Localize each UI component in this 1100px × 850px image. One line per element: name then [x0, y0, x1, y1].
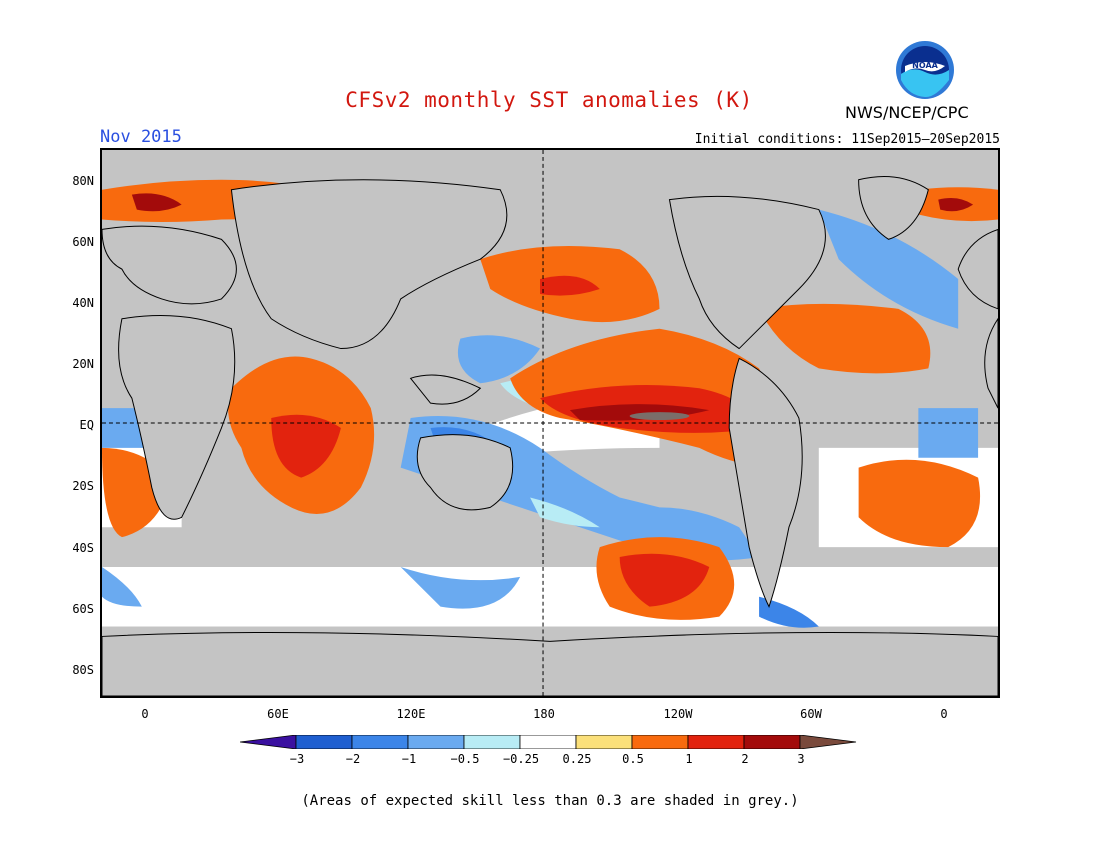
colorbar-box-1 — [295, 735, 353, 749]
lat-label-80s: 80S — [72, 663, 94, 677]
lon-label-120w: 120W — [663, 707, 693, 721]
colorbar-label-3: 3 — [797, 752, 805, 766]
colorbar-arrow-high — [799, 735, 857, 749]
lon-label-180: 180 — [533, 707, 555, 721]
lon-label-120e: 120E — [396, 707, 426, 721]
colorbar-label-m025: −0.25 — [502, 752, 540, 766]
lat-label-20n: 20N — [72, 357, 94, 371]
colorbar-label-m3: −3 — [289, 752, 305, 766]
lat-label-40s: 40S — [72, 541, 94, 555]
lat-label-60s: 60S — [72, 602, 94, 616]
colorbar-label-m2: −2 — [345, 752, 361, 766]
colorbar-box-4 — [463, 735, 521, 749]
colorbar-label-m1: −1 — [401, 752, 417, 766]
chart-title: CFSv2 monthly SST anomalies (K) — [345, 88, 753, 112]
colorbar-label-025: 0.25 — [562, 752, 592, 766]
lon-label-0-right: 0 — [940, 707, 948, 721]
colorbar-box-6 — [575, 735, 633, 749]
noaa-logo: NOAA — [896, 41, 954, 99]
lat-label-eq: EQ — [79, 418, 94, 432]
colorbar-label-m05: −0.5 — [450, 752, 480, 766]
colorbar-label-1: 1 — [685, 752, 693, 766]
initial-conditions: Initial conditions: 11Sep2015–20Sep2015 — [694, 132, 1000, 147]
colorbar-box-7 — [631, 735, 689, 749]
lon-label-0-left: 0 — [141, 707, 149, 721]
colorbar-arrow-low — [240, 735, 297, 749]
colorbar-box-8 — [687, 735, 745, 749]
colorbar-label-2: 2 — [741, 752, 749, 766]
lon-label-60e: 60E — [267, 707, 289, 721]
lat-label-60n: 60N — [72, 235, 94, 249]
lat-label-40n: 40N — [72, 296, 94, 310]
colorbar-label-05: 0.5 — [622, 752, 644, 766]
colorbar-box-3 — [407, 735, 465, 749]
lon-label-60w: 60W — [800, 707, 822, 721]
noaa-logo-text: NOAA — [912, 61, 938, 70]
colorbar — [240, 735, 857, 749]
colorbar-box-2 — [351, 735, 409, 749]
skill-footnote: (Areas of expected skill less than 0.3 a… — [301, 793, 799, 809]
lat-label-20s: 20S — [72, 479, 94, 493]
colorbar-box-9 — [743, 735, 801, 749]
forecast-month: Nov 2015 — [100, 127, 182, 147]
sst-anomaly-map — [100, 148, 1000, 698]
lat-label-80n: 80N — [72, 174, 94, 188]
colorbar-box-5 — [519, 735, 577, 749]
agency-label: NWS/NCEP/CPC — [845, 103, 969, 122]
